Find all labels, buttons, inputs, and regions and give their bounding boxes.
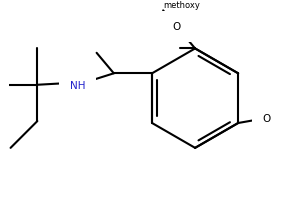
Text: O: O [262, 113, 271, 123]
Text: methoxy: methoxy [163, 1, 200, 10]
Text: O: O [172, 22, 181, 32]
Text: NH: NH [70, 80, 85, 90]
